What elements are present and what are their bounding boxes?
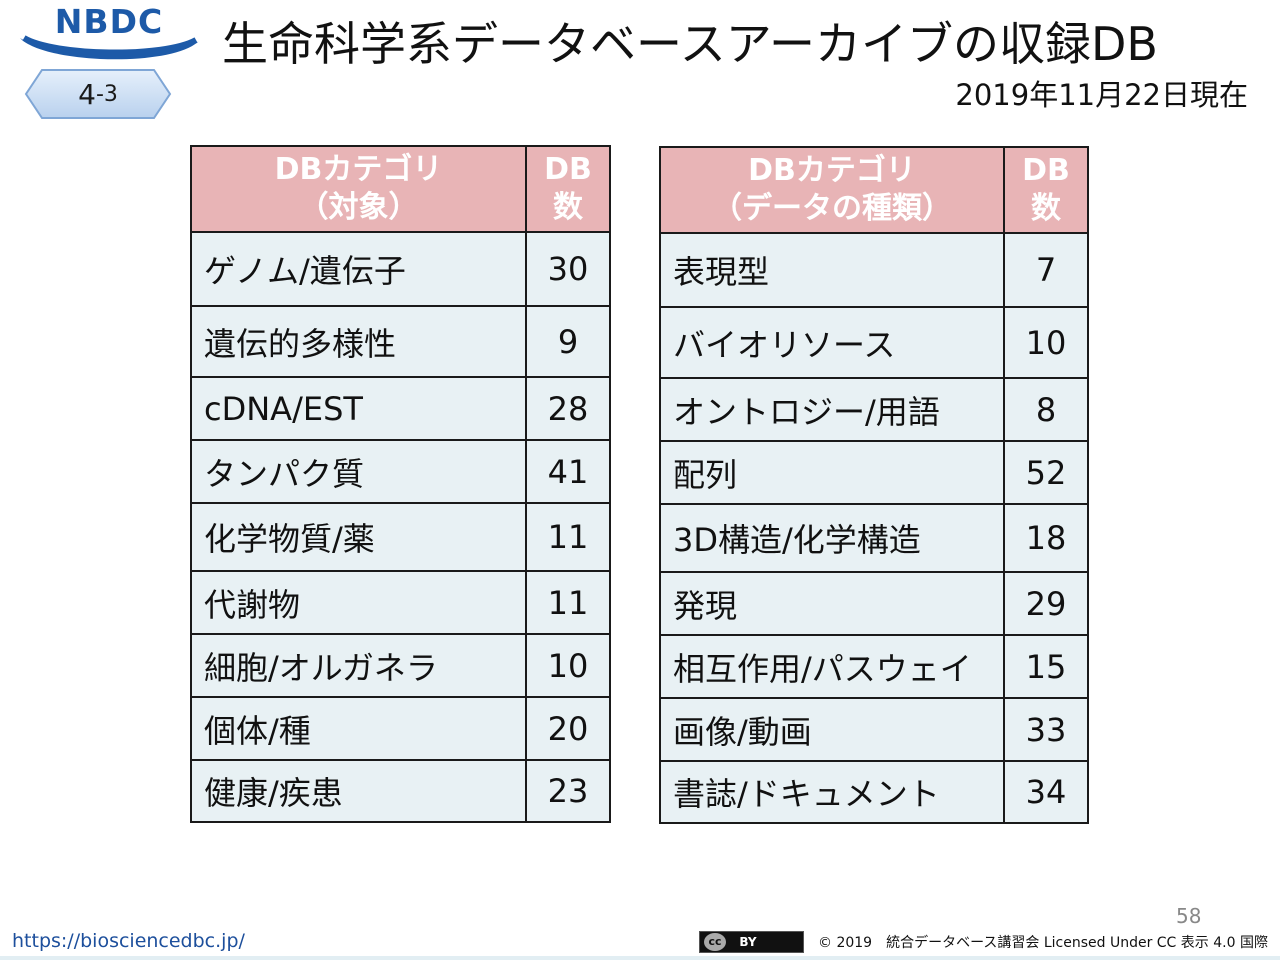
- section-badge: 4 -3: [24, 68, 172, 120]
- table-row: バイオリソース 10: [659, 306, 1089, 379]
- category-cell: 代謝物: [190, 570, 527, 635]
- table-row: 化学物質/薬 11: [190, 502, 611, 572]
- category-cell: 発現: [659, 571, 1005, 636]
- category-cell: cDNA/EST: [190, 376, 527, 441]
- header-category-line: （対象）: [298, 190, 419, 225]
- count-cell: 7: [1003, 232, 1089, 308]
- as-of-date: 2019年11月22日現在: [955, 78, 1248, 112]
- header-category-line: DBカテゴリ: [274, 152, 443, 187]
- section-number-main: 4: [78, 77, 96, 111]
- header-count: DB 数: [525, 145, 611, 233]
- count-cell: 18: [1003, 503, 1089, 573]
- footer-url-link[interactable]: https://biosciencedbc.jp/: [12, 930, 245, 952]
- section-number: 4 -3: [24, 68, 172, 120]
- table-row: 遺伝的多様性 9: [190, 305, 611, 378]
- category-cell: ゲノム/遺伝子: [190, 231, 527, 307]
- category-cell: 細胞/オルガネラ: [190, 633, 527, 698]
- header-count: DB 数: [1003, 146, 1089, 234]
- count-cell: 8: [1003, 377, 1089, 442]
- header-count-line: 数: [1031, 191, 1061, 226]
- category-cell: タンパク質: [190, 439, 527, 504]
- table-row: オントロジー/用語 8: [659, 377, 1089, 442]
- count-cell: 10: [1003, 306, 1089, 379]
- count-cell: 15: [1003, 634, 1089, 699]
- category-cell: 画像/動画: [659, 697, 1005, 762]
- count-cell: 9: [525, 305, 611, 378]
- count-cell: 41: [525, 439, 611, 504]
- badge-hexagon: [24, 69, 172, 119]
- category-cell: 健康/疾患: [190, 759, 527, 823]
- section-number-sub: -3: [95, 81, 118, 107]
- count-cell: 11: [525, 502, 611, 572]
- header-category-line: DBカテゴリ: [748, 153, 916, 188]
- cc-license-badge[interactable]: cc BY: [699, 931, 804, 953]
- category-cell: 3D構造/化学構造: [659, 503, 1005, 573]
- cc-by-label: BY: [739, 935, 757, 949]
- table-header-row: DBカテゴリ （データの種類） DB 数: [659, 146, 1089, 234]
- table-by-target: DBカテゴリ （対象） DB 数 ゲノム/遺伝子 30 遺伝的多様性 9 cDN…: [190, 145, 611, 823]
- header-count-line: DB: [1022, 153, 1070, 188]
- count-cell: 34: [1003, 760, 1089, 824]
- cc-icon: cc: [704, 933, 726, 951]
- table-row: 書誌/ドキュメント 34: [659, 760, 1089, 824]
- header-count-line: DB: [544, 152, 592, 187]
- table-row: ゲノム/遺伝子 30: [190, 231, 611, 307]
- count-cell: 10: [525, 633, 611, 698]
- nbdc-logo: NBDC: [14, 2, 204, 64]
- category-cell: 化学物質/薬: [190, 502, 527, 572]
- table-by-data-type: DBカテゴリ （データの種類） DB 数 表現型 7 バイオリソース 10 オン…: [659, 146, 1089, 824]
- count-cell: 29: [1003, 571, 1089, 636]
- count-cell: 33: [1003, 697, 1089, 762]
- count-cell: 20: [525, 696, 611, 761]
- table-row: 発現 29: [659, 571, 1089, 636]
- table-row: 相互作用/パスウェイ 15: [659, 634, 1089, 699]
- bottom-divider: [0, 956, 1280, 960]
- category-cell: 個体/種: [190, 696, 527, 761]
- header-category: DBカテゴリ （対象）: [190, 145, 527, 233]
- count-cell: 23: [525, 759, 611, 823]
- table-row: 健康/疾患 23: [190, 759, 611, 823]
- table-header-row: DBカテゴリ （対象） DB 数: [190, 145, 611, 233]
- table-row: 代謝物 11: [190, 570, 611, 635]
- table-row: 3D構造/化学構造 18: [659, 503, 1089, 573]
- category-cell: 遺伝的多様性: [190, 305, 527, 378]
- category-cell: 書誌/ドキュメント: [659, 760, 1005, 824]
- header-category: DBカテゴリ （データの種類）: [659, 146, 1005, 234]
- page-number: 58: [1176, 904, 1202, 928]
- category-cell: 配列: [659, 440, 1005, 505]
- table-row: 画像/動画 33: [659, 697, 1089, 762]
- count-cell: 30: [525, 231, 611, 307]
- header-count-line: 数: [553, 190, 583, 225]
- category-cell: バイオリソース: [659, 306, 1005, 379]
- logo-text: NBDC: [54, 2, 164, 41]
- table-row: 表現型 7: [659, 232, 1089, 308]
- table-row: 細胞/オルガネラ 10: [190, 633, 611, 698]
- count-cell: 28: [525, 376, 611, 441]
- count-cell: 11: [525, 570, 611, 635]
- page-title: 生命科学系データベースアーカイブの収録DB: [222, 17, 1158, 71]
- license-text: © 2019 統合データベース講習会 Licensed Under CC 表示 …: [818, 935, 1268, 951]
- category-cell: 相互作用/パスウェイ: [659, 634, 1005, 699]
- logo-swoosh: [20, 35, 200, 60]
- category-cell: 表現型: [659, 232, 1005, 308]
- table-row: タンパク質 41: [190, 439, 611, 504]
- table-row: 配列 52: [659, 440, 1089, 505]
- category-cell: オントロジー/用語: [659, 377, 1005, 442]
- header-category-line: （データの種類）: [712, 191, 952, 226]
- count-cell: 52: [1003, 440, 1089, 505]
- table-row: cDNA/EST 28: [190, 376, 611, 441]
- table-row: 個体/種 20: [190, 696, 611, 761]
